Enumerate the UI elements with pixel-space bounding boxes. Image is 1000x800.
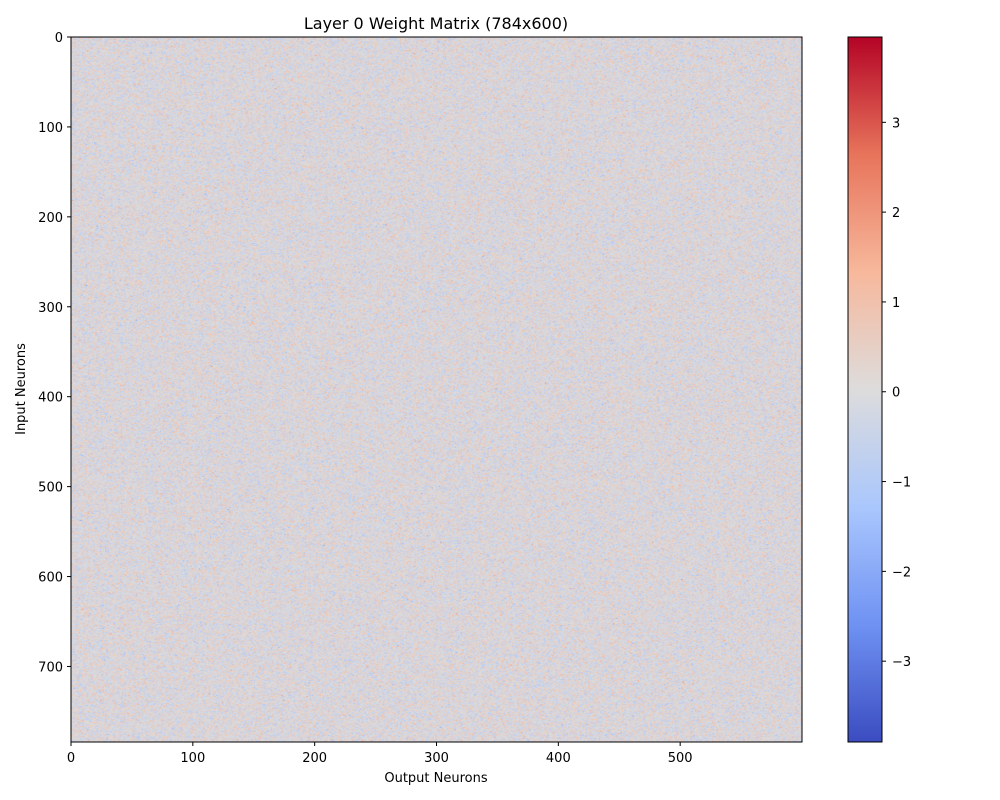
colorbar-tick-label: 2 [892, 206, 900, 221]
colorbar-tick-label: −3 [892, 655, 911, 670]
heatmap-image-container [71, 37, 802, 742]
colorbar-frame [847, 36, 883, 743]
colorbar-tick-label: 1 [892, 296, 900, 311]
x-tick-label: 0 [67, 751, 75, 766]
heatmap-plot-area [70, 36, 803, 743]
y-tick-label: 500 [38, 481, 63, 496]
y-tick-label: 0 [55, 31, 63, 46]
x-tick-label: 100 [180, 751, 205, 766]
y-tick-label: 400 [38, 391, 63, 406]
chart-title: Layer 0 Weight Matrix (784x600) [304, 14, 568, 33]
x-tick-label: 200 [302, 751, 327, 766]
colorbar-tick-label: −2 [892, 565, 911, 580]
x-tick-label: 300 [424, 751, 449, 766]
heatmap-image [71, 37, 802, 742]
y-tick-label: 600 [38, 571, 63, 586]
colorbar-ticks: 3 2 1 0 −1 −2 −3 [882, 116, 911, 670]
colorbar-gradient-bar [848, 37, 882, 742]
y-tick-label: 300 [38, 301, 63, 316]
y-tick-label: 100 [38, 121, 63, 136]
y-tick-label: 200 [38, 211, 63, 226]
colorbar-tick-label: 3 [892, 116, 900, 131]
y-axis-label: Input Neurons [14, 343, 29, 435]
x-tick-label: 500 [668, 751, 693, 766]
x-axis: 0 100 200 300 400 500 [67, 742, 693, 766]
x-tick-label: 400 [546, 751, 571, 766]
colorbar-tick-label: 0 [892, 386, 900, 401]
colorbar-tick-label: −1 [892, 476, 911, 491]
colorbar: 3 2 1 0 −1 −2 −3 [847, 36, 911, 743]
y-tick-label: 700 [38, 660, 63, 675]
x-axis-label: Output Neurons [384, 771, 488, 786]
y-axis: 0 100 200 300 400 500 600 700 [38, 31, 71, 675]
